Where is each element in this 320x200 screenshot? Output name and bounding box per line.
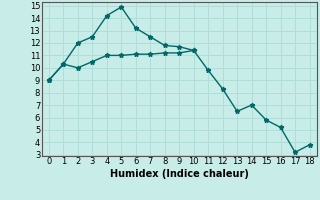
- X-axis label: Humidex (Indice chaleur): Humidex (Indice chaleur): [110, 169, 249, 179]
